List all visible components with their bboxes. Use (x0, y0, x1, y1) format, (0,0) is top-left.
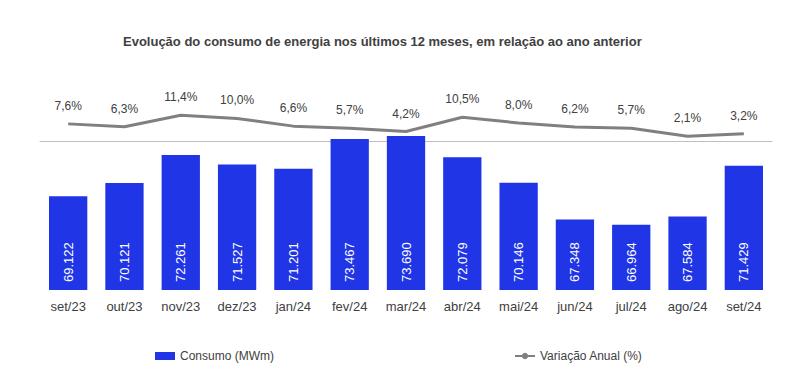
svg-text:6,6%: 6,6% (280, 101, 308, 115)
svg-text:5,7%: 5,7% (336, 103, 364, 117)
svg-text:7,6%: 7,6% (54, 99, 82, 113)
svg-text:fev/24: fev/24 (332, 299, 367, 314)
svg-text:10,5%: 10,5% (445, 92, 479, 106)
svg-text:72.079: 72.079 (455, 242, 470, 282)
svg-text:6,3%: 6,3% (111, 102, 139, 116)
svg-text:72.261: 72.261 (173, 242, 188, 282)
svg-text:set/24: set/24 (726, 299, 761, 314)
svg-text:73.467: 73.467 (342, 242, 357, 282)
svg-text:jul/24: jul/24 (615, 299, 647, 314)
svg-text:jan/24: jan/24 (275, 299, 311, 314)
svg-text:jun/24: jun/24 (556, 299, 592, 314)
svg-text:mai/24: mai/24 (499, 299, 538, 314)
svg-text:4,2%: 4,2% (392, 107, 420, 121)
svg-text:8,0%: 8,0% (505, 98, 533, 112)
svg-text:11,4%: 11,4% (164, 90, 197, 104)
svg-text:71.527: 71.527 (230, 242, 245, 282)
svg-text:abr/24: abr/24 (444, 299, 481, 314)
svg-text:Variação Anual (%): Variação Anual (%) (540, 349, 642, 363)
svg-text:Consumo (MWm): Consumo (MWm) (180, 349, 274, 363)
svg-text:ago/24: ago/24 (668, 299, 708, 314)
svg-text:3,2%: 3,2% (730, 109, 758, 123)
svg-text:Evolução do consumo de energia: Evolução do consumo de energia nos últim… (123, 34, 642, 49)
svg-text:nov/23: nov/23 (161, 299, 200, 314)
svg-text:71.429: 71.429 (736, 242, 751, 282)
svg-text:5,7%: 5,7% (618, 103, 646, 117)
svg-text:set/23: set/23 (50, 299, 85, 314)
svg-text:dez/23: dez/23 (218, 299, 257, 314)
svg-text:73.690: 73.690 (399, 242, 414, 282)
svg-text:67.348: 67.348 (567, 242, 582, 282)
svg-text:70.146: 70.146 (511, 242, 526, 282)
svg-text:10,0%: 10,0% (220, 93, 254, 107)
svg-text:out/23: out/23 (106, 299, 142, 314)
svg-text:70.121: 70.121 (117, 242, 132, 282)
svg-text:67.584: 67.584 (680, 242, 695, 282)
svg-text:mar/24: mar/24 (386, 299, 426, 314)
svg-text:6,2%: 6,2% (561, 102, 589, 116)
svg-text:2,1%: 2,1% (674, 111, 702, 125)
svg-text:69.122: 69.122 (61, 242, 76, 282)
svg-text:71.201: 71.201 (286, 242, 301, 282)
svg-text:66.964: 66.964 (624, 242, 639, 282)
